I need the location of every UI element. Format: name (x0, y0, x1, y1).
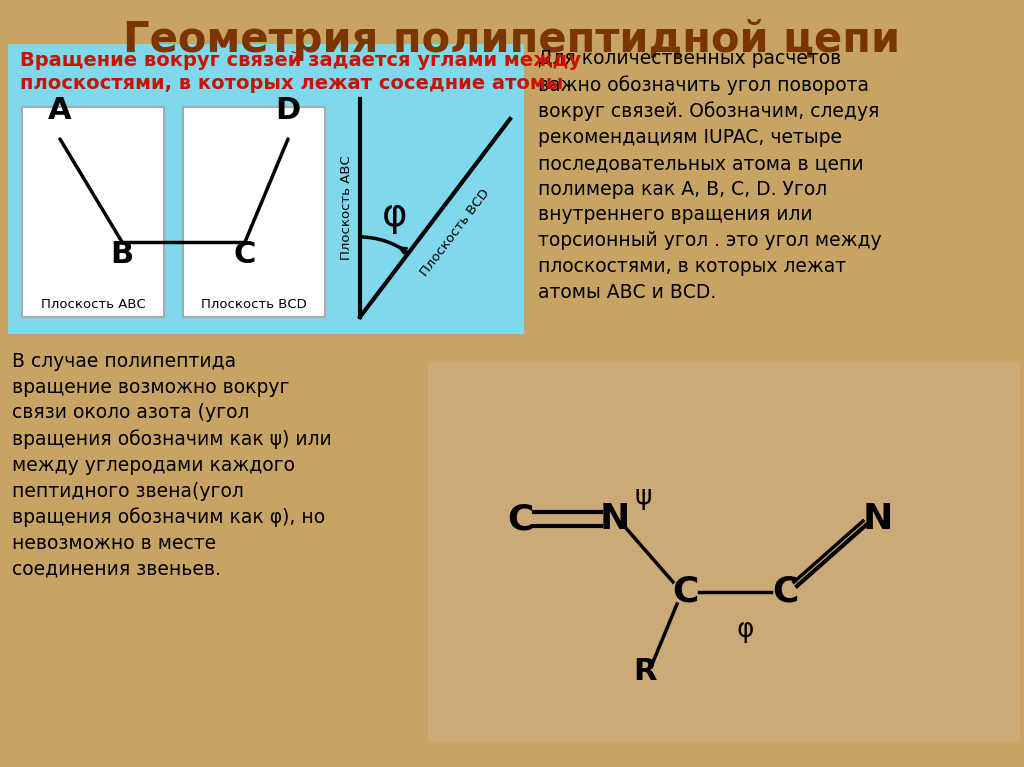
Text: Вращение вокруг связей задается углами между: Вращение вокруг связей задается углами м… (20, 51, 582, 70)
Text: В случае полипептида
вращение возможно вокруг
связи около азота (угол
вращения о: В случае полипептида вращение возможно в… (12, 352, 332, 579)
Text: Плоскость АВС: Плоскость АВС (41, 298, 145, 311)
Text: R: R (633, 657, 656, 686)
Text: Плоскость АВС: Плоскость АВС (340, 156, 352, 260)
Text: C: C (507, 502, 534, 536)
Text: Геометрия полипептидной цепи: Геометрия полипептидной цепи (124, 19, 900, 61)
Text: D: D (275, 96, 301, 125)
Text: N: N (863, 502, 893, 536)
Bar (22, 107, 164, 317)
Text: Плоскость ВСD: Плоскость ВСD (201, 298, 307, 311)
Text: A: A (48, 96, 72, 125)
Bar (183, 107, 325, 317)
Bar (428, 362, 1020, 742)
Text: Для количественных расчетов
важно обозначить угол поворота
вокруг связей. Обозна: Для количественных расчетов важно обозна… (538, 49, 882, 301)
Text: φ: φ (382, 196, 408, 234)
Text: B: B (111, 240, 133, 269)
Text: C: C (233, 240, 256, 269)
Text: N: N (600, 502, 630, 536)
Text: C: C (672, 575, 698, 609)
Text: C: C (772, 575, 798, 609)
Text: плоскостями, в которых лежат соседние атомы: плоскостями, в которых лежат соседние ат… (20, 74, 563, 93)
Text: Плоскость ВСD: Плоскость ВСD (418, 187, 493, 279)
Text: ψ: ψ (634, 484, 651, 510)
Text: φ: φ (736, 617, 754, 643)
Bar (8, 44, 524, 334)
